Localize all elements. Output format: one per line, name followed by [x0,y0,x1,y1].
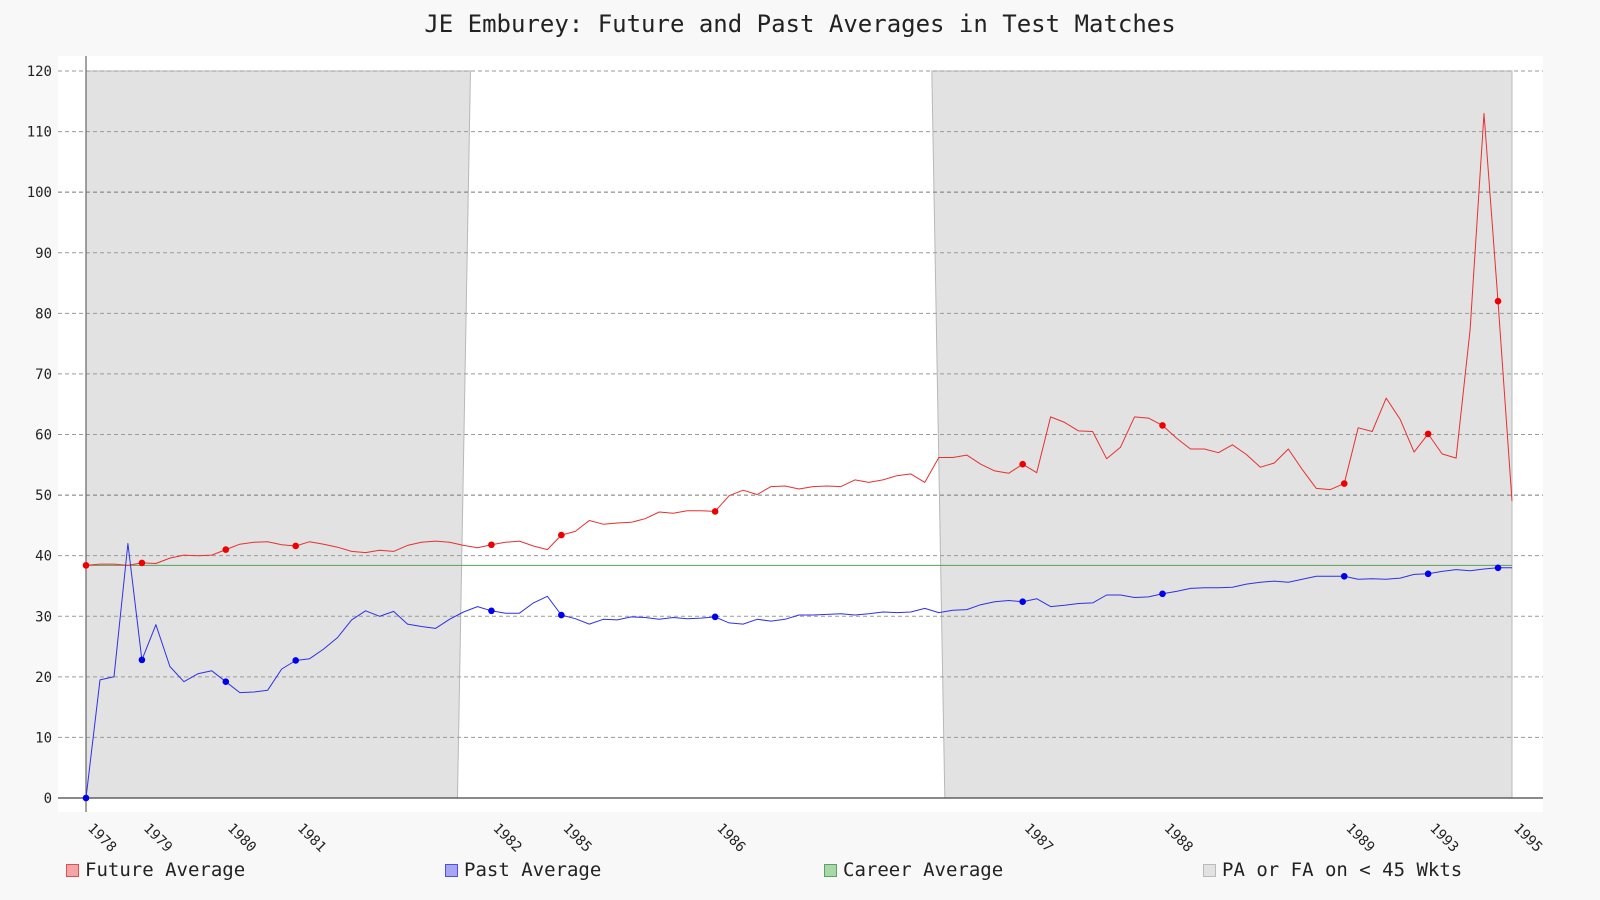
past-average-point [711,613,719,621]
y-tick-label: 110 [27,125,52,141]
legend-label-future-average: Future Average [85,859,246,881]
past-average-point [1019,598,1026,606]
future-average-point [1424,430,1432,438]
x-tick-label: 1986 [713,821,748,856]
x-tick-label: 1979 [140,821,175,856]
legend-item-low-wickets[interactable]: PA or FA on < 45 Wkts [1203,859,1462,881]
x-tick-label: 1989 [1342,821,1377,856]
y-tick-label: 40 [35,549,52,565]
legend-item-future-average[interactable]: Future Average [66,859,245,881]
past-average-point [292,657,300,664]
chart-title: JE Emburey: Future and Past Averages in … [424,10,1176,38]
y-tick-label: 100 [27,185,52,201]
future-average-point [1019,460,1026,468]
y-tick-label: 30 [35,609,52,625]
past-average-line [85,543,1512,799]
legend-label-low-wickets: PA or FA on < 45 Wkts [1222,859,1463,881]
past-average-point [138,656,146,664]
x-tick-label: 1985 [560,821,595,856]
chart-legend: Future Average Past Average Career Avera… [0,859,1600,885]
legend-item-career-average[interactable]: Career Average [824,859,1003,881]
legend-label-past-average: Past Average [464,859,602,881]
future-average-point [138,559,146,567]
legend-swatch-career-average [824,863,837,877]
legend-item-past-average[interactable]: Past Average [445,859,601,881]
x-tick-label: 1987 [1021,821,1056,856]
future-average-point [292,542,300,550]
future-average-point [488,541,495,549]
y-tick-label: 120 [27,64,52,80]
legend-swatch-past-average [445,863,458,877]
future-average-point [558,531,565,539]
y-tick-label: 10 [35,730,52,746]
past-average-point [1340,572,1348,580]
x-tick-label: 1982 [490,821,525,856]
x-tick-label: 1988 [1161,821,1196,856]
x-tick-label: 1993 [1426,821,1461,856]
x-tick-label: 1981 [294,821,329,856]
future-average-point [222,546,230,553]
y-tick-label: 0 [44,791,52,807]
future-average-point [1340,480,1348,487]
past-average-point [222,678,230,685]
y-tick-label: 50 [35,488,52,504]
y-tick-label: 60 [35,428,52,444]
future-average-point [711,508,719,515]
y-tick-label: 70 [35,367,52,383]
x-tick-label: 1978 [84,821,119,856]
past-average-point [488,607,495,615]
future-average-point [1159,422,1166,429]
x-tick-label: 1995 [1510,821,1545,856]
past-average-point [1424,570,1432,578]
past-average-point [558,611,565,619]
y-tick-label: 80 [35,306,52,322]
future-average-line [85,112,1513,566]
y-tick-label: 20 [35,670,52,686]
legend-swatch-future-average [66,863,79,877]
future-average-point [1494,297,1502,305]
future-average-point [82,562,90,569]
past-average-point [1159,590,1166,598]
past-average-point [1494,564,1502,572]
legend-label-career-average: Career Average [843,859,1004,881]
legend-swatch-low-wickets [1203,863,1216,877]
x-tick-label: 1980 [224,821,259,856]
y-tick-label: 90 [35,246,52,262]
past-average-point [82,794,90,802]
